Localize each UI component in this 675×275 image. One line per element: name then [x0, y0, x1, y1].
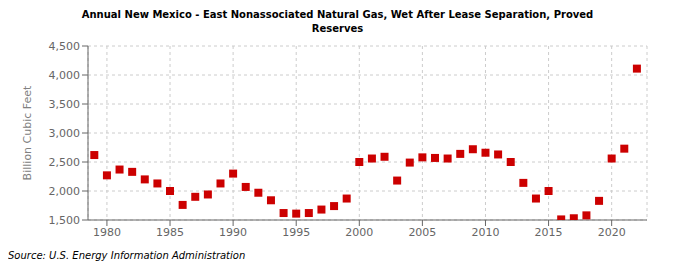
- svg-text:2,000: 2,000: [49, 185, 81, 198]
- svg-text:1990: 1990: [219, 226, 247, 239]
- svg-text:4,500: 4,500: [49, 40, 81, 53]
- svg-text:1995: 1995: [282, 226, 310, 239]
- html-text:Annual New Mexico - East Nonas: Annual New Mexico - East Nonassociated N…: [81, 9, 594, 20]
- svg-text:2010: 2010: [471, 226, 499, 239]
- svg-text:3,500: 3,500: [49, 98, 81, 111]
- svg-text:2005: 2005: [408, 226, 436, 239]
- svg-text:2020: 2020: [598, 226, 626, 239]
- svg-text:3,000: 3,000: [49, 127, 81, 140]
- svg-text:Billion Cubic Feet: Billion Cubic Feet: [21, 85, 34, 180]
- html-text:Source: U.S. Energy Informatio: Source: U.S. Energy Information Administ…: [8, 250, 246, 261]
- svg-text:2015: 2015: [535, 226, 563, 239]
- svg-text:1,500: 1,500: [49, 214, 81, 227]
- svg-text:4,000: 4,000: [49, 69, 81, 82]
- svg-text:2000: 2000: [345, 226, 373, 239]
- svg-text:1980: 1980: [93, 226, 121, 239]
- html-text:Reserves: Reserves: [311, 23, 364, 34]
- svg-text:2,500: 2,500: [49, 156, 81, 169]
- svg-text:1985: 1985: [156, 226, 184, 239]
